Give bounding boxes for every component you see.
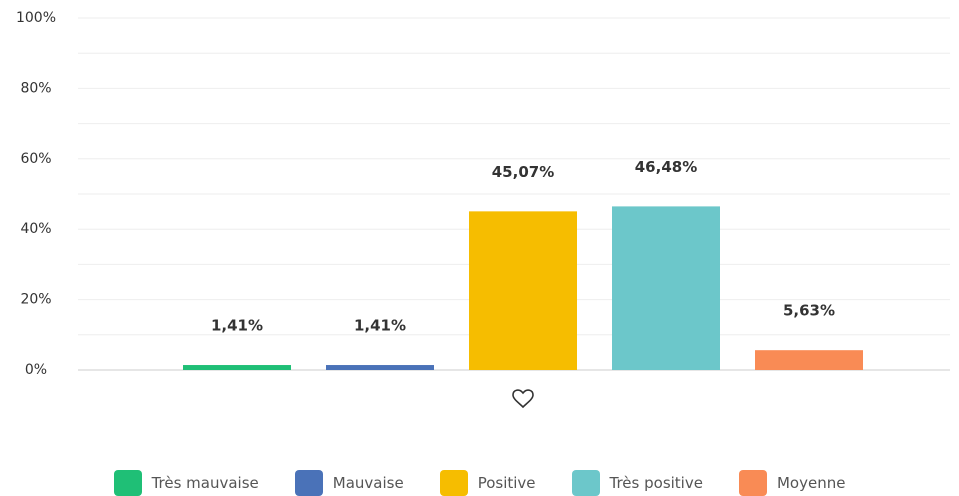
value-label: 46,48% — [635, 158, 697, 176]
legend-label: Très positive — [609, 474, 703, 492]
legend-label: Mauvaise — [332, 474, 404, 492]
legend-label: Très mauvaise — [151, 474, 259, 492]
legend-label: Positive — [477, 474, 536, 492]
y-tick-label: 100% — [16, 10, 56, 26]
bar — [183, 365, 291, 370]
y-tick-label: 40% — [20, 221, 51, 237]
legend-label: Moyenne — [776, 474, 846, 492]
legend-item[interactable]: Moyenne — [738, 470, 846, 496]
legend-swatch — [113, 470, 142, 496]
bar — [326, 365, 434, 370]
y-tick-label: 0% — [25, 362, 47, 378]
bar — [612, 206, 720, 370]
bar — [469, 211, 577, 370]
y-tick-label: 20% — [20, 292, 51, 308]
y-tick-label: 80% — [20, 80, 51, 96]
y-tick-label: 60% — [20, 151, 51, 167]
heart-icon[interactable] — [512, 389, 534, 409]
value-label: 5,63% — [783, 302, 835, 320]
legend: Très mauvaise Mauvaise Positive Très positi… — [0, 470, 959, 496]
value-label: 45,07% — [492, 163, 554, 181]
legend-swatch — [294, 470, 323, 496]
value-label: 1,41% — [354, 317, 406, 335]
legend-item[interactable]: Mauvaise — [294, 470, 404, 496]
legend-swatch — [738, 470, 767, 496]
legend-item[interactable]: Très mauvaise — [113, 470, 259, 496]
chart: 0% 20% 40% 60% 80% 100% 1,41% 1,41% 45,07% 46,48%… — [16, 10, 950, 409]
legend-swatch — [571, 470, 600, 496]
legend-swatch — [439, 470, 468, 496]
value-label: 1,41% — [211, 317, 263, 335]
legend-item[interactable]: Positive — [439, 470, 536, 496]
bar — [755, 350, 863, 370]
legend-item[interactable]: Très positive — [571, 470, 703, 496]
